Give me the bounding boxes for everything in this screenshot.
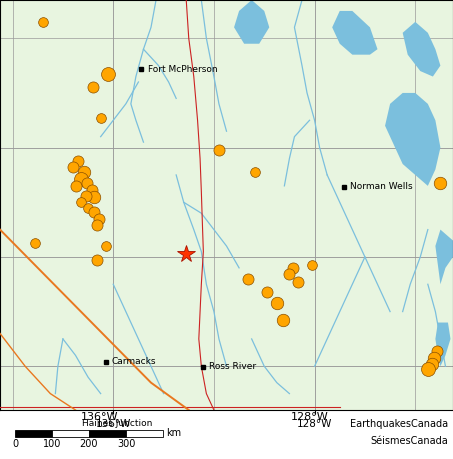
Text: Fort McPherson: Fort McPherson (148, 65, 217, 74)
Bar (89, 430, 126, 437)
Text: Carmacks: Carmacks (112, 358, 156, 366)
Text: EarthquakesCanada: EarthquakesCanada (350, 419, 448, 429)
Bar (52, 430, 89, 437)
Text: 200: 200 (80, 439, 98, 449)
Text: 0: 0 (12, 439, 18, 449)
Text: SéismesCanada: SéismesCanada (370, 436, 448, 446)
Text: 100: 100 (43, 439, 61, 449)
Polygon shape (385, 93, 440, 186)
Text: Norman Wells: Norman Wells (350, 183, 413, 191)
Bar (15, 430, 52, 437)
Text: Ross River: Ross River (209, 362, 256, 371)
Text: 136°W: 136°W (81, 412, 119, 422)
Bar (126, 430, 163, 437)
Text: Haines Junction: Haines Junction (82, 419, 152, 428)
Text: 128°W: 128°W (291, 412, 329, 422)
Polygon shape (435, 323, 450, 366)
Polygon shape (435, 230, 453, 284)
Text: 300: 300 (117, 439, 135, 449)
Polygon shape (403, 22, 440, 77)
Polygon shape (332, 11, 377, 55)
Text: km: km (166, 429, 181, 438)
Polygon shape (234, 0, 269, 44)
